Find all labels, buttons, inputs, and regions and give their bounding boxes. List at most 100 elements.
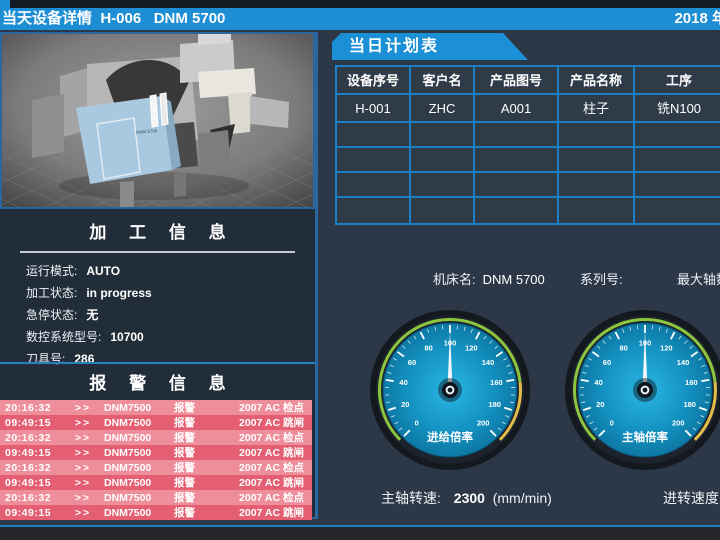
field-value: in progress: [86, 286, 152, 300]
machine-info-label: 最大轴数: [677, 272, 720, 287]
svg-text:进给倍率: 进给倍率: [427, 430, 473, 444]
alarm-row[interactable]: 20:16:32 >> DNM7500 报警 2007 AC 检点: [0, 460, 312, 475]
process-field-list: 运行模式: AUTO 加工状态: in progress 急停状态: 无数控系统型号: 10…: [0, 260, 315, 370]
table-cell: 柱子: [559, 95, 635, 123]
alarm-type: 报警: [174, 432, 195, 444]
alarm-time: 20:16:32: [5, 461, 52, 474]
table-cell: [337, 148, 411, 173]
speed-readout: 进转速度: [663, 488, 719, 508]
table-cell: [559, 123, 635, 148]
alarm-time: 09:49:15: [5, 476, 52, 489]
table-cell: [559, 173, 635, 198]
machine-3d-image: DNM 5700: [0, 32, 315, 209]
alarm-device: DNM7500: [104, 461, 152, 474]
table-cell: A001: [475, 95, 559, 123]
alarm-time: 20:16:32: [5, 401, 52, 414]
alarm-separator: >>: [74, 416, 92, 429]
alarm-info-section: 报 警 信 息 20:16:32 >> DNM7500 报警 2007 AC 检点 09:…: [0, 362, 315, 520]
field-label: 运行模式:: [26, 264, 78, 278]
table-cell: [411, 173, 475, 198]
alarm-device: DNM7500: [104, 431, 152, 444]
alarm-separator: >>: [74, 491, 92, 504]
alarm-time: 20:16:32: [5, 431, 52, 444]
speed-readout: 主轴转速: 2300 (mm/min): [381, 488, 552, 508]
svg-text:20: 20: [401, 400, 409, 409]
field-value: 无: [86, 308, 99, 322]
readout-value: 2300: [449, 490, 485, 506]
alarm-message: 2007 AC 跳闸: [239, 417, 304, 429]
alarm-row[interactable]: 09:49:15 >> DNM7500 报警 2007 AC 跳闸: [0, 445, 312, 460]
svg-text:20: 20: [596, 400, 604, 409]
table-cell: ZHC: [411, 95, 475, 123]
svg-text:180: 180: [683, 400, 696, 409]
alarm-separator: >>: [74, 506, 92, 519]
alarm-separator: >>: [74, 461, 92, 474]
alarm-separator: >>: [74, 401, 92, 414]
machine-3d-render: DNM 5700: [2, 34, 313, 207]
alarm-row-list: 20:16:32 >> DNM7500 报警 2007 AC 检点 09:49:15 >> D…: [0, 400, 315, 520]
device-detail-panel: DNM 5700 加 工 信 息 运行模式: AUTO 加工状态: in progre…: [0, 32, 318, 520]
process-field: 运行模式: AUTO: [0, 260, 315, 282]
table-header-cell: 产品名称: [559, 67, 635, 95]
svg-text:主轴倍率: 主轴倍率: [622, 430, 668, 444]
svg-text:200: 200: [672, 419, 685, 428]
table-cell: [475, 173, 559, 198]
svg-text:120: 120: [465, 344, 478, 353]
field-label: 急停状态:: [26, 308, 78, 322]
process-field: 加工状态: in progress: [0, 282, 315, 304]
alarm-separator: >>: [74, 476, 92, 489]
alarm-row[interactable]: 20:16:32 >> DNM7500 报警 2007 AC 检点: [0, 430, 312, 445]
alarm-message: 2007 AC 跳闸: [239, 447, 304, 459]
table-cell: 铣N100: [635, 95, 720, 123]
alarm-type: 报警: [174, 417, 195, 429]
alarm-message: 2007 AC 检点: [239, 402, 304, 414]
alarm-type: 报警: [174, 492, 195, 504]
table-row[interactable]: H-001 ZHC A001 柱子 铣N100: [337, 95, 720, 123]
machine-info-item: 系列号:: [580, 269, 623, 288]
alarm-separator: >>: [74, 431, 92, 444]
alarm-type: 报警: [174, 507, 195, 519]
table-header-cell: 设备序号: [337, 67, 411, 95]
table-cell: [635, 198, 720, 223]
alarm-type: 报警: [174, 462, 195, 474]
table-cell: [337, 198, 411, 223]
alarm-row[interactable]: 20:16:32 >> DNM7500 报警 2007 AC 检点: [0, 490, 312, 505]
machine-model-label: DNM 5700: [136, 128, 158, 135]
plan-banner: 当日计划表: [332, 33, 528, 60]
alarm-type: 报警: [174, 402, 195, 414]
alarm-message: 2007 AC 检点: [239, 492, 304, 504]
alarm-row[interactable]: 09:49:15 >> DNM7500 报警 2007 AC 跳闸: [0, 415, 312, 430]
field-value: AUTO: [86, 264, 121, 278]
table-header-cell: 客户名: [411, 67, 475, 95]
table-cell: [337, 173, 411, 198]
svg-text:0: 0: [415, 419, 419, 428]
speed-readout-row: 主轴转速: 2300 (mm/min) 进转速度: [0, 488, 720, 508]
readout-label: 进转速度: [663, 490, 719, 506]
readout-unit: (mm/min): [484, 490, 552, 506]
svg-text:80: 80: [424, 344, 432, 353]
svg-text:60: 60: [603, 358, 611, 367]
svg-text:140: 140: [677, 358, 690, 367]
alarm-row[interactable]: 20:16:32 >> DNM7500 报警 2007 AC 检点: [0, 400, 312, 415]
spindle-override-gauge: 020406080100120140160180200主轴倍率: [565, 310, 720, 470]
field-label: 加工状态:: [26, 286, 78, 300]
main-content: DNM 5700 加 工 信 息 运行模式: AUTO 加工状态: in progre…: [0, 30, 720, 527]
alarm-time: 09:49:15: [5, 416, 52, 429]
alarm-row[interactable]: 09:49:15 >> DNM7500 报警 2007 AC 跳闸: [0, 475, 312, 490]
machine-info-item: 机床名: DNM 5700: [433, 269, 545, 288]
readout-label: 主轴转速:: [381, 490, 441, 506]
alarm-time: 09:49:15: [5, 506, 52, 519]
alarm-device: DNM7500: [104, 476, 152, 489]
machine-info-label: 系列号:: [580, 272, 623, 287]
alarm-time: 20:16:32: [5, 491, 52, 504]
alarm-row[interactable]: 09:49:15 >> DNM7500 报警 2007 AC 跳闸: [0, 505, 312, 520]
window-accent-notch: [0, 0, 10, 8]
divider: [20, 251, 295, 253]
table-cell: [475, 148, 559, 173]
table-cell: [475, 198, 559, 223]
process-info-title: 加 工 信 息: [89, 223, 235, 242]
machine-info-value: DNM 5700: [482, 272, 545, 287]
svg-text:140: 140: [482, 358, 495, 367]
alarm-type: 报警: [174, 447, 195, 459]
table-cell: [411, 123, 475, 148]
